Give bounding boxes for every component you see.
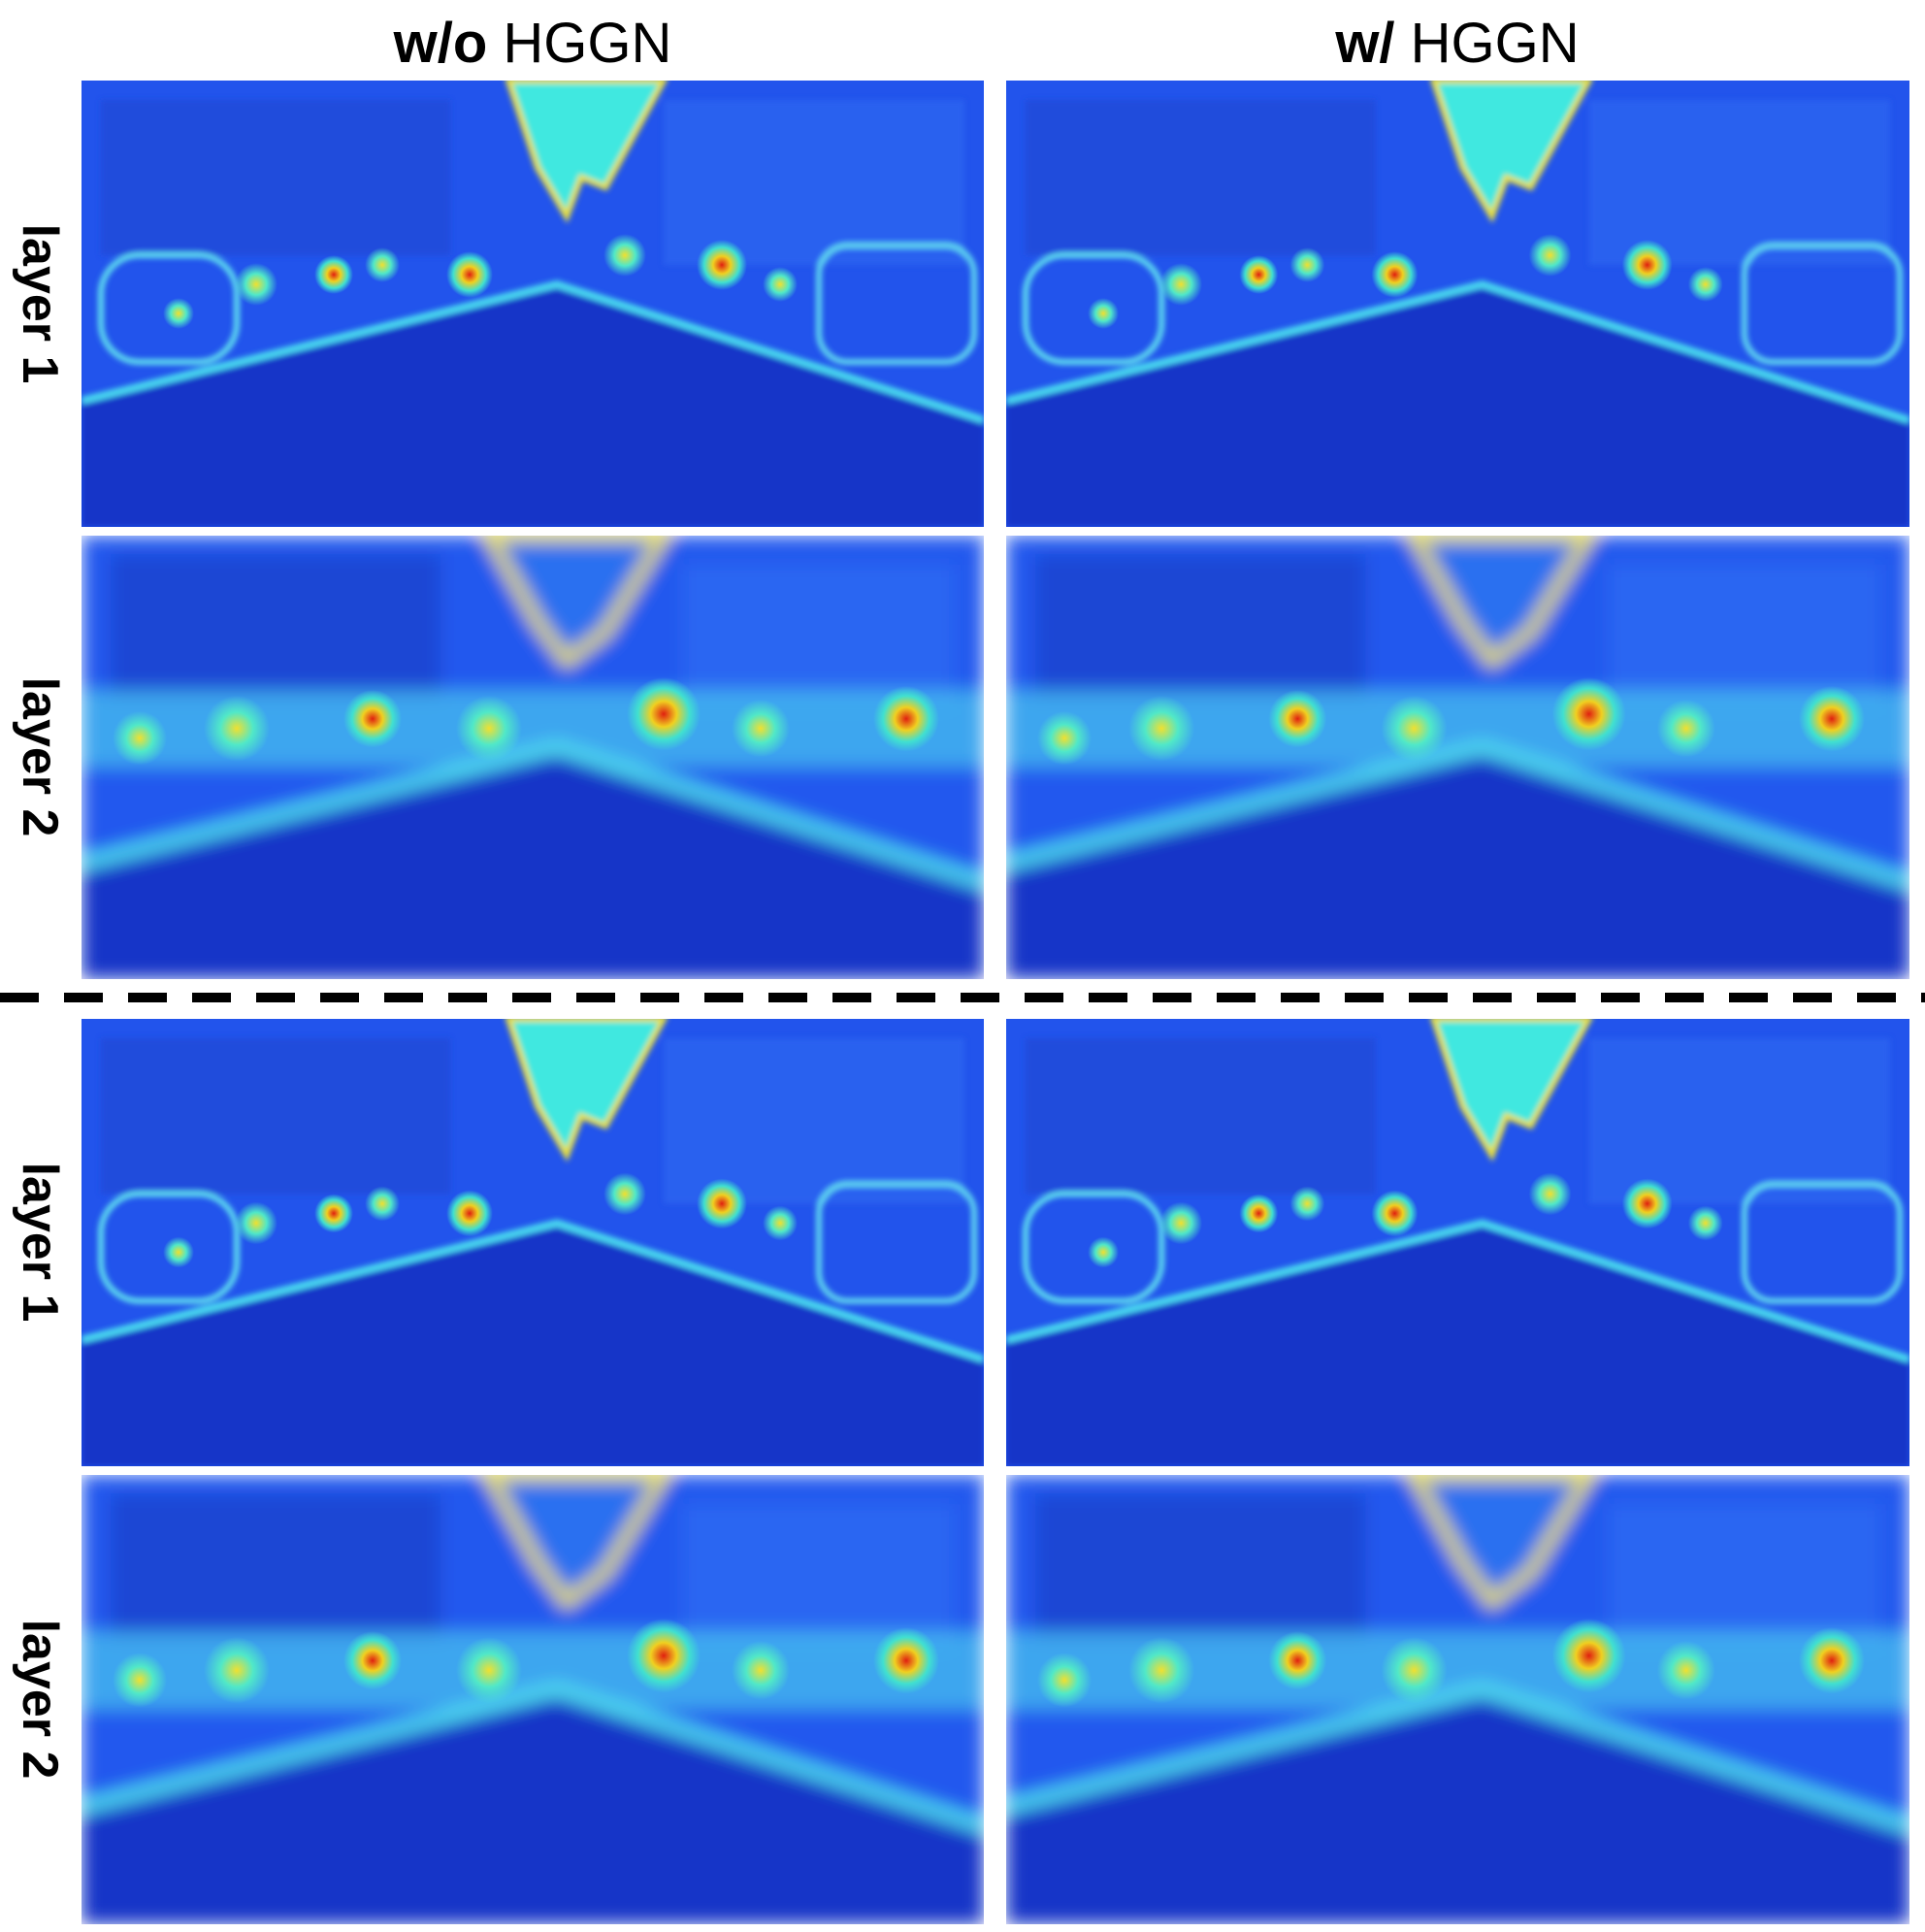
column-header: w/o HGGN xyxy=(393,12,672,75)
feature-map xyxy=(82,1019,984,1466)
header-emphasis: w/ xyxy=(1334,12,1394,75)
feature-map xyxy=(82,81,984,527)
row-label: layer 2 xyxy=(12,1620,68,1780)
feature-map xyxy=(82,1475,984,1924)
row-label: layer 1 xyxy=(12,224,68,384)
feature-map xyxy=(1006,536,1909,979)
row-label: layer 2 xyxy=(12,677,68,837)
feature-map xyxy=(1006,81,1909,527)
feature-map xyxy=(1006,1019,1909,1466)
header-emphasis: w/o xyxy=(393,12,488,75)
feature-map xyxy=(82,536,984,979)
feature-map xyxy=(1006,1475,1909,1924)
column-header: w/ HGGN xyxy=(1334,12,1579,75)
header-label: HGGN xyxy=(1411,12,1580,75)
header-label: HGGN xyxy=(503,12,671,75)
row-label: layer 1 xyxy=(12,1162,68,1323)
